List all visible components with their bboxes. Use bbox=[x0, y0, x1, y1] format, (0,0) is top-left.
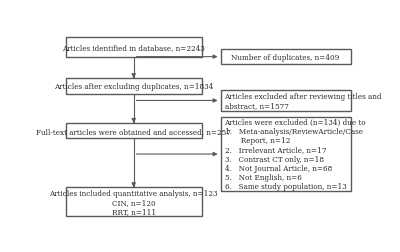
FancyBboxPatch shape bbox=[220, 117, 351, 191]
FancyBboxPatch shape bbox=[66, 38, 202, 57]
FancyBboxPatch shape bbox=[220, 90, 351, 112]
Text: Articles were excluded (n=134) due to
1.   Meta-analysis/ReviewArticle/Case
    : Articles were excluded (n=134) due to 1.… bbox=[224, 118, 366, 191]
FancyBboxPatch shape bbox=[66, 79, 202, 94]
Text: Articles included quantitative analysis, n=123
CIN, n=120
RRT, n=111: Articles included quantitative analysis,… bbox=[50, 189, 218, 215]
Text: Articles excluded after reviewing titles and
abstract, n=1577: Articles excluded after reviewing titles… bbox=[224, 92, 382, 110]
Text: Articles identified in database, n=2243: Articles identified in database, n=2243 bbox=[62, 44, 205, 52]
Text: Number of duplicates, n=409: Number of duplicates, n=409 bbox=[232, 53, 340, 61]
FancyBboxPatch shape bbox=[220, 50, 351, 65]
FancyBboxPatch shape bbox=[66, 187, 202, 216]
FancyBboxPatch shape bbox=[66, 123, 202, 139]
Text: Articles after excluding duplicates, n=1834: Articles after excluding duplicates, n=1… bbox=[54, 82, 213, 90]
Text: Full-text articles were obtained and accessed, n=257: Full-text articles were obtained and acc… bbox=[36, 127, 231, 135]
